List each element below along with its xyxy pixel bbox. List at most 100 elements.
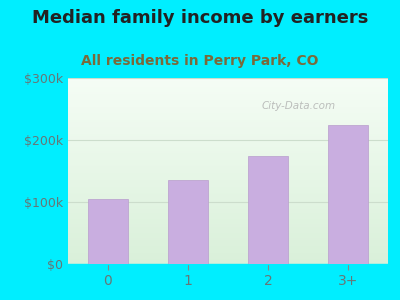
- Text: All residents in Perry Park, CO: All residents in Perry Park, CO: [81, 54, 319, 68]
- Bar: [68, 257, 388, 258]
- Bar: [68, 197, 388, 198]
- Bar: [68, 104, 388, 105]
- Bar: [68, 139, 388, 140]
- Bar: [68, 176, 388, 177]
- Bar: [68, 185, 388, 186]
- Bar: [68, 250, 388, 251]
- Bar: [68, 102, 388, 103]
- Bar: [68, 249, 388, 250]
- Bar: [68, 125, 388, 126]
- Bar: [68, 148, 388, 149]
- Bar: [68, 214, 388, 215]
- Bar: [68, 132, 388, 133]
- Bar: [68, 235, 388, 236]
- Bar: [68, 187, 388, 188]
- Bar: [68, 163, 388, 164]
- Bar: [68, 169, 388, 170]
- Bar: [68, 84, 388, 85]
- Bar: [68, 232, 388, 233]
- Bar: [68, 110, 388, 111]
- Bar: [328, 124, 368, 264]
- Bar: [68, 170, 388, 171]
- Bar: [68, 208, 388, 209]
- Bar: [168, 180, 208, 264]
- Bar: [68, 137, 388, 138]
- Bar: [68, 245, 388, 246]
- Bar: [68, 108, 388, 109]
- Bar: [68, 167, 388, 168]
- Bar: [68, 97, 388, 98]
- Bar: [68, 229, 388, 230]
- Bar: [68, 260, 388, 261]
- Bar: [68, 135, 388, 136]
- Bar: [68, 156, 388, 157]
- Bar: [68, 110, 388, 112]
- Bar: [68, 200, 388, 201]
- Bar: [68, 162, 388, 163]
- Bar: [68, 205, 388, 206]
- Bar: [68, 131, 388, 132]
- Bar: [68, 100, 388, 101]
- Bar: [68, 233, 388, 234]
- Bar: [68, 158, 388, 159]
- Bar: [68, 128, 388, 129]
- Bar: [68, 206, 388, 207]
- Bar: [68, 173, 388, 174]
- Bar: [68, 202, 388, 203]
- Bar: [68, 89, 388, 90]
- Bar: [68, 182, 388, 183]
- Bar: [68, 127, 388, 128]
- Bar: [68, 192, 388, 193]
- Bar: [68, 134, 388, 135]
- Bar: [68, 120, 388, 121]
- Bar: [68, 113, 388, 114]
- Bar: [68, 212, 388, 213]
- Bar: [68, 86, 388, 87]
- Bar: [68, 220, 388, 221]
- Bar: [68, 96, 388, 97]
- Bar: [68, 79, 388, 80]
- Bar: [68, 254, 388, 255]
- Bar: [68, 159, 388, 160]
- Bar: [68, 93, 388, 94]
- Bar: [68, 213, 388, 214]
- Bar: [68, 259, 388, 260]
- Bar: [68, 146, 388, 147]
- Bar: [68, 225, 388, 226]
- Bar: [68, 263, 388, 264]
- Bar: [68, 258, 388, 259]
- Bar: [88, 199, 128, 264]
- Bar: [68, 124, 388, 125]
- Bar: [68, 142, 388, 143]
- Bar: [68, 87, 388, 88]
- Bar: [68, 244, 388, 245]
- Text: City-Data.com: City-Data.com: [261, 101, 336, 111]
- Bar: [68, 161, 388, 162]
- Bar: [68, 103, 388, 104]
- Bar: [68, 107, 388, 108]
- Bar: [68, 234, 388, 235]
- Bar: [68, 82, 388, 83]
- Bar: [68, 255, 388, 256]
- Bar: [68, 157, 388, 158]
- Bar: [68, 90, 388, 91]
- Bar: [68, 238, 388, 239]
- Bar: [68, 118, 388, 119]
- Bar: [68, 114, 388, 115]
- Bar: [68, 262, 388, 263]
- Bar: [68, 130, 388, 131]
- Bar: [68, 150, 388, 151]
- Bar: [68, 174, 388, 175]
- Bar: [68, 115, 388, 116]
- Bar: [68, 92, 388, 93]
- Bar: [68, 228, 388, 229]
- Bar: [68, 106, 388, 107]
- Bar: [68, 188, 388, 189]
- Bar: [68, 240, 388, 241]
- Bar: [68, 98, 388, 99]
- Bar: [68, 99, 388, 100]
- Bar: [68, 149, 388, 150]
- Bar: [68, 248, 388, 249]
- Bar: [68, 241, 388, 242]
- Bar: [68, 88, 388, 89]
